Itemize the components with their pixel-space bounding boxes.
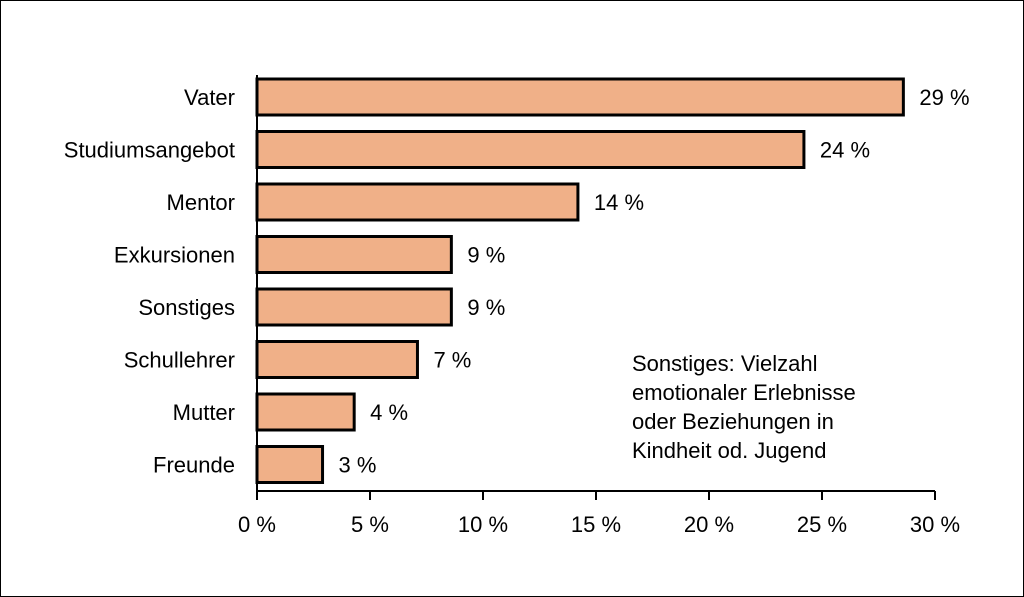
x-tick-label: 20 % bbox=[684, 512, 734, 537]
category-label-mentor: Mentor bbox=[167, 190, 235, 215]
annotation-line: oder Beziehungen in bbox=[632, 409, 834, 434]
category-label-mutter: Mutter bbox=[173, 400, 235, 425]
value-label-freunde: 3 % bbox=[339, 453, 377, 478]
x-tick-label: 15 % bbox=[571, 512, 621, 537]
value-label-mutter: 4 % bbox=[370, 400, 408, 425]
bar-sonstiges bbox=[255, 287, 453, 327]
bar-freunde bbox=[255, 445, 325, 484]
category-label-freunde: Freunde bbox=[153, 453, 235, 478]
x-tick-label: 30 % bbox=[910, 512, 960, 537]
labels-group: Vater 29 % Studiumsangebot 24 % Mentor 14 % Ex… bbox=[64, 85, 970, 478]
value-label-mentor: 14 % bbox=[594, 190, 644, 215]
bar-mentor bbox=[255, 182, 580, 222]
category-label-schullehrer: Schullehrer bbox=[124, 348, 235, 373]
value-label-vater: 29 % bbox=[919, 85, 969, 110]
annotation-line: emotionaler Erlebnisse bbox=[632, 380, 856, 405]
category-label-studiumsangebot: Studiumsangebot bbox=[64, 138, 235, 163]
x-tick-label: 0 % bbox=[238, 512, 276, 537]
category-label-vater: Vater bbox=[184, 85, 235, 110]
category-label-exkursionen: Exkursionen bbox=[114, 243, 235, 268]
category-label-sonstiges: Sonstiges bbox=[138, 295, 235, 320]
bar-mutter bbox=[255, 392, 356, 432]
annotation-line: Sonstiges: Vielzahl bbox=[632, 351, 818, 376]
value-label-schullehrer: 7 % bbox=[433, 348, 471, 373]
value-label-studiumsangebot: 24 % bbox=[820, 138, 870, 163]
bar-vater bbox=[255, 77, 905, 117]
x-tick-label: 5 % bbox=[351, 512, 389, 537]
bars-group bbox=[255, 77, 905, 484]
annotation-note: Sonstiges: Vielzahl emotionaler Erlebnis… bbox=[632, 349, 932, 465]
value-label-sonstiges: 9 % bbox=[467, 295, 505, 320]
value-label-exkursionen: 9 % bbox=[467, 243, 505, 268]
x-axis: 0 % 5 % 10 % 15 % 20 % 25 % 30 % bbox=[238, 75, 960, 537]
bar-exkursionen bbox=[255, 235, 453, 274]
annotation-line: Kindheit od. Jugend bbox=[632, 438, 827, 463]
x-tick-label: 25 % bbox=[797, 512, 847, 537]
bar-schullehrer bbox=[255, 340, 419, 379]
x-tick-label: 10 % bbox=[458, 512, 508, 537]
bar-studiumsangebot bbox=[255, 130, 806, 169]
